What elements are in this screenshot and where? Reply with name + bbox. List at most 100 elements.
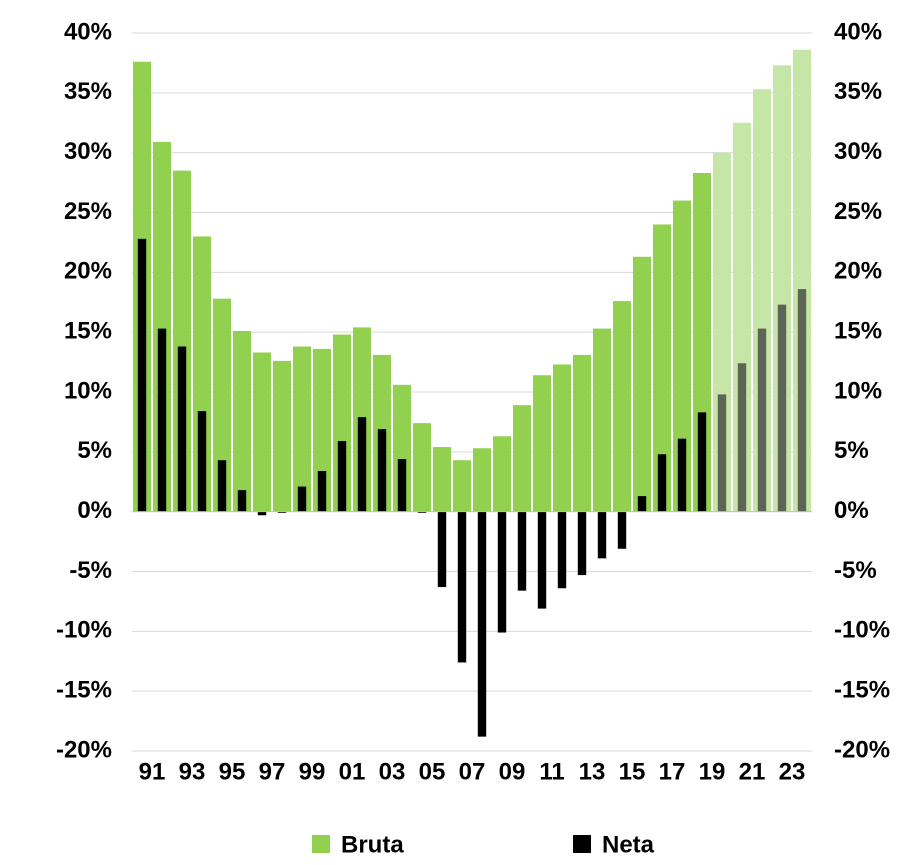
x-tick-label: 05: [419, 758, 446, 785]
y2-tick-label: 20%: [834, 258, 882, 285]
y2-tick-label: -15%: [834, 677, 890, 704]
y-tick-label: -10%: [56, 617, 112, 644]
legend-label: Bruta: [341, 831, 404, 858]
bar: [357, 417, 367, 512]
y2-tick-label: 15%: [834, 318, 882, 345]
bar: [473, 448, 491, 512]
bar: [437, 511, 447, 588]
bar: [613, 301, 631, 512]
bar: [253, 352, 271, 512]
bar: [553, 364, 571, 512]
y-tick-label: 0%: [77, 497, 112, 524]
bar: [237, 490, 247, 512]
bar: [513, 405, 531, 512]
bar: [597, 511, 607, 559]
bar: [517, 511, 527, 591]
y2-tick-label: -20%: [834, 736, 890, 763]
bar: [697, 412, 707, 512]
y-tick-label: 30%: [64, 138, 112, 165]
x-tick-label: 95: [219, 758, 246, 785]
bar: [713, 152, 731, 512]
y2-tick-label: 10%: [834, 377, 882, 404]
y2-tick-label: 25%: [834, 198, 882, 225]
y2-tick-label: 40%: [834, 18, 882, 45]
bar: [413, 423, 431, 512]
legend-swatch: [312, 835, 330, 853]
bar: [617, 511, 627, 549]
bar: [493, 436, 511, 512]
bar: [217, 460, 227, 512]
bar: [557, 511, 567, 589]
bar: [657, 454, 667, 512]
x-tick-label: 01: [339, 758, 366, 785]
bar: [297, 486, 307, 512]
bar: [653, 224, 671, 512]
x-tick-label: 91: [139, 758, 166, 785]
bar: [633, 256, 651, 512]
bar: [573, 354, 591, 512]
y-tick-label: 10%: [64, 377, 112, 404]
x-tick-label: 93: [179, 758, 206, 785]
y2-tick-label: -10%: [834, 617, 890, 644]
y-tick-label: 20%: [64, 258, 112, 285]
bar: [213, 298, 231, 512]
x-tick-label: 13: [579, 758, 606, 785]
y-tick-label: 5%: [77, 437, 112, 464]
bar: [417, 511, 427, 513]
x-tick-label: 19: [699, 758, 726, 785]
y-tick-label: 15%: [64, 318, 112, 345]
x-tick-label: 09: [499, 758, 526, 785]
x-tick-label: 99: [299, 758, 326, 785]
bar: [753, 89, 771, 512]
bar: [233, 330, 251, 512]
x-tick-label: 23: [779, 758, 806, 785]
bar: [377, 429, 387, 512]
x-tick-label: 15: [619, 758, 646, 785]
bar: [173, 170, 191, 512]
bar: [773, 65, 791, 512]
bar: [733, 122, 751, 512]
y2-tick-label: 0%: [834, 497, 869, 524]
y2-tick-label: 30%: [834, 138, 882, 165]
y2-tick-label: 5%: [834, 437, 869, 464]
bar: [137, 238, 147, 512]
bar: [673, 200, 691, 512]
bar: [717, 394, 727, 512]
bar: [177, 346, 187, 512]
y-tick-label: 40%: [64, 18, 112, 45]
y-tick-label: -5%: [69, 557, 112, 584]
bar: [757, 328, 767, 512]
bar: [273, 360, 291, 512]
bar: [533, 375, 551, 512]
bar: [157, 328, 167, 512]
bar: [153, 141, 171, 512]
bar: [453, 460, 471, 512]
bar: [313, 348, 331, 512]
bar: [433, 447, 451, 512]
bar: [637, 496, 647, 512]
y2-tick-label: -5%: [834, 557, 877, 584]
x-tick-label: 03: [379, 758, 406, 785]
bar: [477, 511, 487, 737]
bar: [277, 511, 287, 513]
bar: [577, 511, 587, 576]
x-tick-label: 97: [259, 758, 286, 785]
x-tick-label: 21: [739, 758, 766, 785]
y-tick-label: 35%: [64, 78, 112, 105]
bar: [397, 459, 407, 512]
bar: [333, 334, 351, 512]
y-tick-label: -15%: [56, 677, 112, 704]
bar: [777, 304, 787, 512]
bar: [197, 411, 207, 512]
bar: [393, 384, 411, 512]
bar: [497, 511, 507, 633]
bar: [693, 173, 711, 512]
bar: [537, 511, 547, 609]
legend-label: Neta: [602, 831, 655, 858]
bar: [593, 328, 611, 512]
x-tick-label: 07: [459, 758, 486, 785]
y2-tick-label: 35%: [834, 78, 882, 105]
bar: [293, 346, 311, 512]
bar: [797, 289, 807, 512]
